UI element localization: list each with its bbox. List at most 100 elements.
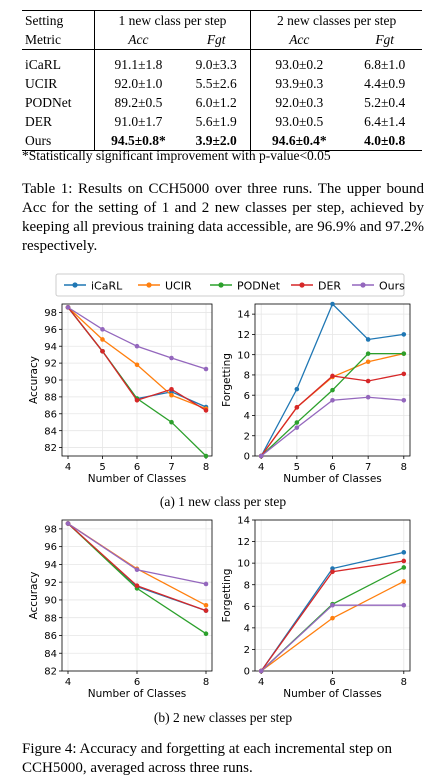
value-cell: 5.6±1.9	[182, 112, 252, 131]
y-axis-label: Forgetting	[221, 569, 233, 623]
data-point-ours	[65, 521, 71, 526]
data-point-ucir	[100, 337, 105, 342]
y-tick-label: 94	[44, 560, 57, 571]
data-point-ours	[258, 453, 264, 459]
y-tick-label: 88	[44, 392, 57, 403]
x-axis-label: Number of Classes	[283, 473, 382, 485]
subcaption-b: (b) 2 new classes per step	[153, 710, 293, 725]
y-tick-label: 12	[237, 330, 250, 341]
data-point-der	[401, 558, 407, 564]
x-tick-label: 4	[258, 462, 264, 473]
x-tick-label: 4	[65, 462, 71, 473]
y-tick-label: 2	[244, 645, 250, 656]
method-cell: PODNet	[22, 93, 95, 112]
legend-marker-ucir	[146, 282, 152, 288]
data-point-ours	[169, 355, 174, 361]
y-tick-label: 6	[244, 391, 250, 402]
y-tick-label: 90	[44, 596, 57, 607]
plot-frame	[61, 519, 213, 672]
legend-label-podnet: PODNet	[237, 280, 281, 293]
legend-label-der: DER	[318, 280, 341, 293]
table-row: DER 91.0±1.7 5.6±1.9 93.0±0.5 6.4±1.4	[22, 112, 422, 131]
data-point-der	[169, 386, 174, 392]
x-tick-label: 4	[258, 677, 264, 688]
plot-frame	[254, 519, 411, 672]
y-tick-label: 84	[44, 649, 57, 660]
data-point-icarl	[401, 332, 407, 337]
y-tick-label: 94	[44, 342, 57, 353]
value-cell: 93.0±0.2	[275, 57, 324, 72]
acc-header-1: Acc	[94, 30, 183, 50]
results-table: Setting 1 new class per step 2 new class…	[22, 10, 422, 151]
value-cell: 6.8±1.0	[364, 57, 406, 72]
data-point-der	[365, 378, 371, 384]
data-point-ours	[258, 668, 264, 674]
y-tick-label: 6	[244, 602, 250, 613]
y-tick-label: 0	[244, 667, 250, 678]
value-cell: 93.0±0.5	[275, 114, 324, 129]
data-point-icarl	[401, 550, 407, 555]
legend-marker-podnet	[218, 282, 224, 288]
y-tick-label: 4	[244, 411, 250, 422]
value-cell: 5.5±2.6	[182, 74, 252, 93]
x-tick-label: 4	[65, 677, 71, 688]
y-tick-label: 10	[237, 350, 250, 361]
value-cell: 93.9±0.3	[275, 76, 324, 91]
x-tick-label: 8	[401, 462, 407, 473]
legend-label-ucir: UCIR	[165, 280, 192, 293]
data-point-ours	[134, 567, 140, 573]
data-point-ours	[203, 581, 209, 587]
data-point-podnet	[203, 631, 209, 636]
value-cell: 94.6±0.4*	[250, 131, 348, 151]
data-point-ours	[401, 602, 407, 608]
data-point-ucir	[134, 362, 140, 368]
y-tick-label: 98	[44, 308, 57, 319]
y-tick-label: 90	[44, 376, 57, 387]
x-axis-label: Number of Classes	[283, 688, 382, 700]
data-point-podnet	[169, 419, 174, 425]
fgt-header-2: Fgt	[347, 30, 422, 50]
table-row: PODNet 89.2±0.5 6.0±1.2 92.0±0.3 5.2±0.4	[22, 93, 422, 112]
table-footnote: *Statistically significant improvement w…	[22, 148, 331, 163]
fgt-header-1: Fgt	[182, 30, 252, 50]
data-point-podnet	[401, 351, 407, 356]
data-point-podnet	[294, 420, 300, 425]
x-axis-label: Number of Classes	[88, 688, 187, 700]
data-point-ours	[365, 394, 371, 400]
y-tick-label: 96	[44, 325, 57, 336]
method-cell: DER	[22, 112, 95, 131]
data-point-icarl	[294, 386, 300, 392]
data-point-der	[134, 397, 140, 403]
data-point-der	[134, 583, 140, 589]
legend-marker-ours	[360, 282, 366, 288]
x-tick-label: 5	[294, 462, 300, 473]
data-point-podnet	[365, 351, 371, 356]
data-point-ours	[330, 397, 335, 403]
table-header-row-1: Setting 1 new class per step 2 new class…	[22, 10, 422, 30]
y-tick-label: 86	[44, 409, 57, 420]
value-cell: 4.0±0.8	[347, 131, 422, 151]
x-tick-label: 6	[134, 462, 140, 473]
setting-1-header: 1 new class per step	[94, 10, 252, 30]
y-tick-label: 84	[44, 426, 57, 437]
value-cell: 9.0±3.3	[182, 49, 252, 74]
legend-marker-der	[299, 282, 305, 288]
data-point-icarl	[330, 301, 335, 307]
table-header-row-2: Metric Acc Fgt Acc Fgt	[22, 30, 422, 50]
y-tick-label: 8	[244, 371, 250, 382]
table-row: iCaRL 91.1±1.8 9.0±3.3 93.0±0.2 6.8±1.0	[22, 49, 422, 74]
data-point-ours	[134, 343, 140, 349]
y-tick-label: 92	[44, 578, 57, 589]
setting-header: Setting	[22, 10, 95, 30]
x-tick-label: 7	[365, 462, 371, 473]
subcaption-a: (a) 1 new class per step	[159, 494, 287, 509]
value-cell: 91.0±1.7	[114, 114, 163, 129]
x-tick-label: 8	[203, 677, 209, 688]
table-row-ours: Ours 94.5±0.8* 3.9±2.0 94.6±0.4* 4.0±0.8	[22, 131, 422, 151]
y-tick-label: 96	[44, 542, 57, 553]
y-tick-label: 0	[244, 452, 250, 463]
data-point-der	[203, 408, 209, 413]
y-tick-label: 12	[237, 537, 250, 548]
data-point-podnet	[330, 387, 335, 393]
chart-b-accuracy: 82 84 86 88 90 92 94 96 98 4 6 8 Number of Classes Ac…	[28, 519, 213, 700]
